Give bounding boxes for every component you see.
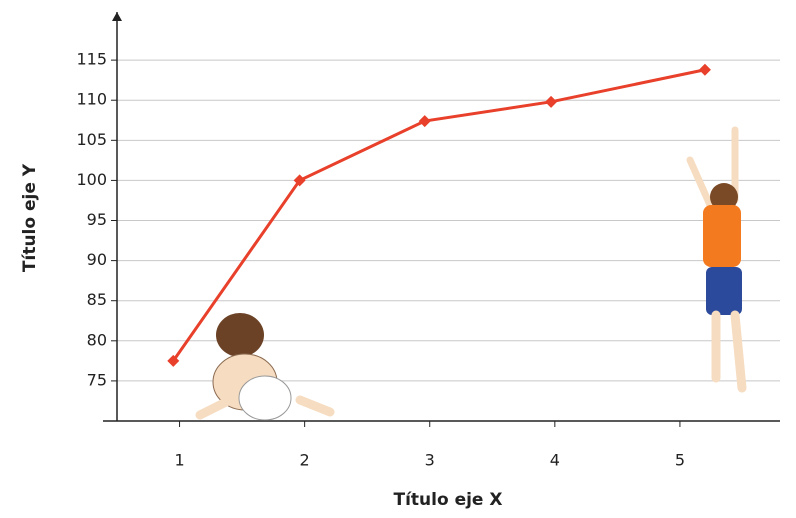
y-tick-label: 80 (87, 330, 107, 349)
x-tick-label: 5 (675, 451, 685, 470)
x-tick-label: 4 (550, 451, 560, 470)
point (419, 115, 431, 127)
chart: 75 80 85 90 95 100 105 110 115 1 2 3 4 5 Título eje X… (0, 0, 796, 518)
y-tick-label: 75 (87, 370, 107, 389)
x-tick-label: 1 (174, 451, 184, 470)
point (545, 96, 557, 108)
child-illustration (690, 130, 742, 388)
y-tick-label: 85 (87, 290, 107, 309)
plot-area: 75 80 85 90 95 100 105 110 115 1 2 3 4 5 (76, 12, 780, 470)
y-tick-label: 90 (87, 250, 107, 269)
x-axis-title: Título eje X (394, 490, 503, 510)
y-tick-label: 105 (76, 130, 107, 149)
y-axis-title: Título eje Y (20, 163, 40, 272)
x-tick-label: 3 (425, 451, 435, 470)
x-tick-label: 2 (300, 451, 310, 470)
y-axis-arrow (112, 12, 122, 21)
point (699, 64, 711, 76)
y-tick-label: 115 (76, 50, 107, 69)
y-tick-label: 110 (76, 90, 107, 109)
baby-illustration (200, 313, 330, 420)
y-tick-label: 95 (87, 210, 107, 229)
y-tick-label: 100 (76, 170, 107, 189)
